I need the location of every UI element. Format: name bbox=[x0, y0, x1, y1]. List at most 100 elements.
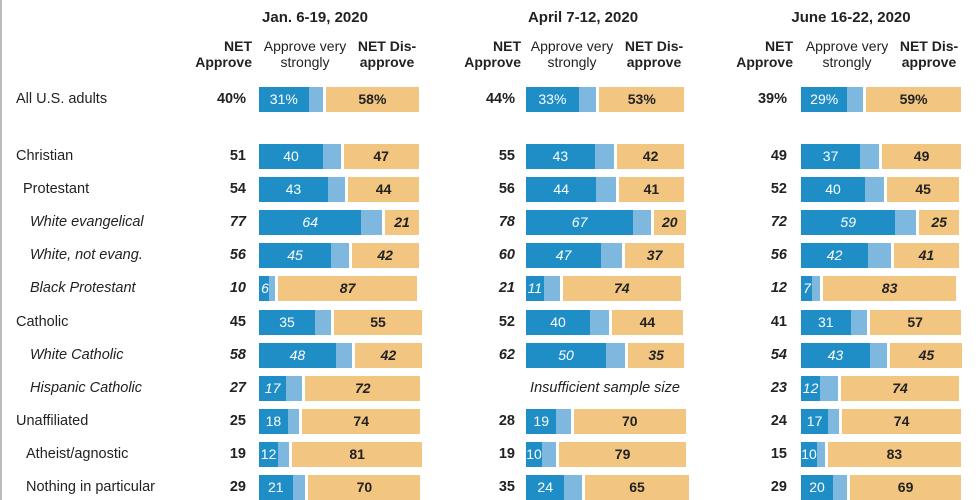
bar-net-disapprove bbox=[893, 243, 960, 268]
net-approve-value: 60 bbox=[498, 247, 515, 263]
bar-net-disapprove bbox=[348, 177, 419, 202]
bar-approve-other bbox=[833, 475, 848, 500]
bar-approve-very-strongly bbox=[801, 343, 870, 368]
bar-approve-very-strongly bbox=[259, 144, 323, 169]
disapprove-value-label: 65 bbox=[629, 479, 645, 495]
net-approve-value: 29 bbox=[770, 479, 787, 495]
bar-net-disapprove bbox=[559, 442, 686, 467]
bar-approve-very-strongly bbox=[801, 310, 851, 335]
bar-net-disapprove bbox=[628, 343, 685, 368]
row-label: Nothing in particular bbox=[26, 479, 155, 495]
net-approve-value: 54 bbox=[770, 347, 787, 363]
net-approve-value: 19 bbox=[229, 446, 246, 462]
bar-approve-very-strongly bbox=[526, 177, 597, 202]
disapprove-value-label: 41 bbox=[918, 247, 935, 263]
net-approve-value: 56 bbox=[229, 247, 246, 263]
bar-net-disapprove bbox=[653, 210, 686, 235]
period-title: April 7-12, 2020 bbox=[527, 9, 639, 26]
bar-approve-very-strongly bbox=[801, 442, 817, 467]
strong-value-label: 11 bbox=[527, 280, 543, 296]
bar-approve-very-strongly bbox=[526, 276, 544, 301]
bar-approve-very-strongly bbox=[526, 310, 590, 335]
strong-value-label: 37 bbox=[822, 148, 839, 164]
disapprove-value-label: 25 bbox=[931, 214, 947, 230]
bar-approve-very-strongly bbox=[801, 144, 861, 169]
bar-approve-very-strongly bbox=[259, 87, 309, 112]
strong-value-label: 17 bbox=[806, 413, 823, 429]
net-approve-header: NET Approve bbox=[195, 38, 252, 70]
bar-net-disapprove bbox=[343, 144, 419, 169]
bar-approve-very-strongly bbox=[259, 276, 269, 301]
net-approve-value: 55 bbox=[498, 148, 515, 164]
strong-value-label: 18 bbox=[265, 413, 282, 429]
bar-net-disapprove bbox=[618, 177, 685, 202]
disapprove-value-label: 83 bbox=[886, 446, 903, 462]
net-approve-value: 21 bbox=[498, 280, 515, 296]
bar-approve-very-strongly bbox=[526, 409, 557, 434]
strong-value-label: 33% bbox=[538, 91, 567, 107]
strong-value-label: 45 bbox=[287, 247, 303, 263]
bar-approve-other bbox=[542, 442, 557, 467]
row-label: Catholic bbox=[16, 314, 69, 330]
bar-net-disapprove bbox=[334, 310, 422, 335]
disapprove-value-label: 81 bbox=[349, 446, 365, 462]
bar-approve-very-strongly bbox=[801, 376, 821, 401]
bar-approve-very-strongly bbox=[526, 343, 606, 368]
disapprove-value-label: 74 bbox=[893, 413, 910, 429]
bar-net-disapprove bbox=[354, 343, 422, 368]
insufficient-sample-note: Insufficient sample size bbox=[530, 380, 680, 396]
net-approve-value: 56 bbox=[770, 247, 787, 263]
disapprove-value-label: 59% bbox=[899, 91, 928, 107]
net-approve-value: 58 bbox=[229, 347, 246, 363]
disapprove-value-label: 83 bbox=[881, 280, 898, 296]
bar-net-disapprove bbox=[625, 243, 685, 268]
bar-approve-very-strongly bbox=[526, 442, 542, 467]
bar-approve-other bbox=[287, 409, 299, 434]
bar-net-disapprove bbox=[278, 276, 418, 301]
approve-very-strongly-header: Approve very strongly bbox=[263, 38, 347, 70]
row-label: White, not evang. bbox=[30, 247, 143, 263]
bar-net-disapprove bbox=[882, 144, 961, 169]
strong-value-label: 44 bbox=[553, 181, 569, 197]
bar-net-disapprove bbox=[842, 409, 961, 434]
strong-value-label: 17 bbox=[264, 380, 281, 396]
strong-value-label: 21 bbox=[268, 479, 284, 495]
row-label: Atheist/agnostic bbox=[26, 446, 129, 462]
row-label: Unaffiliated bbox=[16, 413, 89, 429]
net-approve-value: 52 bbox=[770, 181, 787, 197]
bar-approve-very-strongly bbox=[801, 210, 896, 235]
bar-approve-very-strongly bbox=[801, 409, 829, 434]
bar-approve-other bbox=[606, 343, 626, 368]
bar-net-disapprove bbox=[351, 243, 419, 268]
bar-approve-very-strongly bbox=[259, 177, 328, 202]
approve-very-strongly-header: Approve very strongly bbox=[805, 38, 889, 70]
disapprove-value-label: 74 bbox=[892, 380, 908, 396]
net-approve-header: NET Approve bbox=[464, 38, 521, 70]
strong-value-label: 50 bbox=[558, 347, 574, 363]
bar-approve-other bbox=[601, 243, 622, 268]
bar-approve-very-strongly bbox=[801, 87, 848, 112]
disapprove-value-label: 44 bbox=[639, 314, 656, 330]
net-approve-value: 62 bbox=[498, 347, 515, 363]
bar-approve-other bbox=[847, 87, 864, 112]
strong-value-label: 35 bbox=[279, 314, 295, 330]
bar-net-disapprove bbox=[828, 442, 961, 467]
disapprove-value-label: 79 bbox=[614, 446, 631, 462]
net-approve-value: 15 bbox=[770, 446, 787, 462]
bar-approve-other bbox=[331, 243, 349, 268]
bar-approve-other bbox=[268, 276, 275, 301]
bar-approve-very-strongly bbox=[259, 210, 362, 235]
row-label: Black Protestant bbox=[30, 280, 136, 296]
bar-net-disapprove bbox=[573, 409, 686, 434]
bar-approve-other bbox=[865, 177, 885, 202]
net-approve-header: NET Approve bbox=[736, 38, 793, 70]
bar-approve-other bbox=[596, 177, 616, 202]
strong-value-label: 12 bbox=[802, 380, 819, 396]
bar-net-disapprove bbox=[850, 475, 961, 500]
disapprove-value-label: 55 bbox=[370, 314, 386, 330]
disapprove-value-label: 53% bbox=[627, 91, 656, 107]
disapprove-value-label: 70 bbox=[356, 479, 373, 495]
strong-value-label: 24 bbox=[537, 479, 553, 495]
net-approve-value: 24 bbox=[770, 413, 787, 429]
bar-approve-other bbox=[543, 276, 560, 301]
